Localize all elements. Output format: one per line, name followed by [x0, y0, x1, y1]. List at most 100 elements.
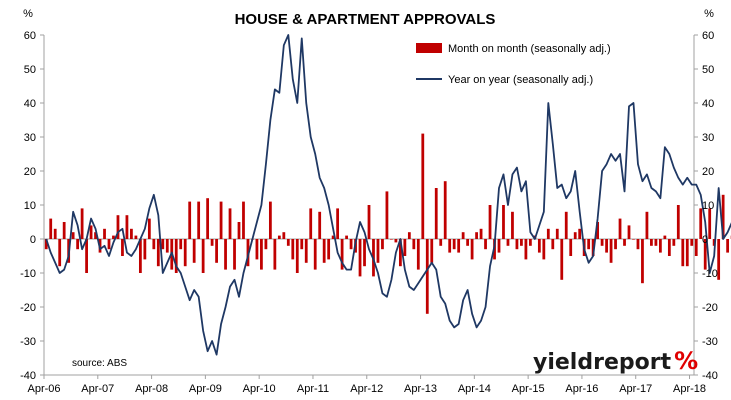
bar-mom — [192, 239, 196, 263]
bar-mom — [569, 239, 573, 256]
bar-mom — [125, 215, 129, 239]
bar-mom — [282, 232, 286, 239]
bar-mom — [300, 239, 304, 250]
bar-mom — [147, 218, 151, 239]
bar-mom — [488, 205, 492, 239]
y-tick-label-right: 40 — [702, 98, 714, 110]
bar-mom — [699, 208, 703, 239]
bar-mom — [89, 225, 93, 239]
x-tick-label: Apr-11 — [297, 383, 329, 395]
bar-mom — [632, 239, 635, 240]
legend-bar-swatch — [416, 43, 442, 53]
line-yoy — [45, 34, 731, 356]
bar-mom — [676, 205, 680, 239]
bar-mom — [452, 239, 456, 250]
y-tick-label-right: -10 — [702, 268, 718, 280]
bar-mom — [672, 239, 676, 246]
bar-mom — [156, 239, 160, 267]
bar-mom — [94, 232, 97, 239]
bar-mom — [390, 239, 393, 240]
bar-mom — [233, 239, 236, 270]
bar-mom — [573, 232, 577, 239]
bar-mom — [219, 201, 223, 239]
bar-mom — [161, 239, 165, 250]
bar-mom — [685, 239, 689, 267]
y-tick-label-right: 0 — [702, 234, 708, 246]
bar-mom — [277, 235, 281, 239]
logo-percent-symbol: % — [674, 347, 698, 375]
x-tick-label: Apr-13 — [404, 383, 437, 395]
y-unit-left: % — [23, 8, 33, 20]
x-tick-label: Apr-14 — [458, 383, 491, 395]
bar-mom — [614, 239, 617, 250]
bar-mom — [367, 205, 371, 239]
y-tick-label-right: 60 — [702, 30, 714, 42]
logo-name: yieldreport — [533, 350, 672, 375]
bar-mom — [121, 239, 124, 256]
y-tick-label-right: -40 — [702, 370, 718, 382]
bar-mom — [658, 239, 662, 253]
bar-mom — [600, 239, 604, 246]
bar-mom — [515, 239, 519, 250]
bar-mom — [237, 222, 241, 239]
bar-mom — [385, 191, 389, 239]
x-tick-label: Apr-08 — [135, 383, 168, 395]
bar-mom — [497, 239, 501, 253]
bar-mom — [174, 239, 178, 273]
bar-mom — [107, 239, 111, 250]
bar-mom — [381, 239, 384, 250]
bar-mom — [605, 239, 608, 253]
bar-mom — [152, 239, 156, 250]
bar-mom — [694, 239, 698, 256]
x-tick-label: Apr-06 — [27, 383, 60, 395]
bar-mom — [641, 239, 644, 284]
bar-mom — [255, 239, 259, 260]
bar-mom — [103, 228, 106, 239]
tick-labels: -40 -40 -30 -30 -20 -20 -10 -10 0 0 10 10 20 20 30 30 40… — [20, 30, 718, 395]
bar-mom — [309, 208, 313, 239]
x-tick-label: Apr-12 — [350, 383, 383, 395]
bar-mom — [407, 232, 411, 239]
bar-mom — [228, 208, 232, 239]
bar-mom — [340, 239, 344, 270]
bar-mom — [528, 239, 532, 246]
bar-mom — [421, 133, 425, 239]
line-series — [45, 34, 731, 356]
bar-mom — [215, 239, 218, 263]
bar-mom — [708, 208, 712, 239]
bar-mom — [703, 239, 707, 270]
legend: Month on month (seasonally adj.) Year on… — [416, 43, 611, 86]
y-tick-label-right: 50 — [702, 64, 714, 76]
bar-mom — [717, 239, 721, 280]
y-tick-label-right: 20 — [702, 166, 714, 178]
bar-mom — [318, 211, 322, 239]
bar-mom — [425, 239, 429, 314]
x-tick-label: Apr-17 — [619, 383, 652, 395]
bar-mom — [443, 181, 447, 239]
bar-mom — [650, 239, 653, 246]
logo-text: yieldreport% — [533, 347, 698, 375]
bar-mom — [143, 239, 147, 260]
bar-mom — [134, 235, 138, 239]
bar-mom — [49, 218, 53, 239]
bar-mom — [224, 239, 227, 270]
bar-mom — [609, 239, 613, 263]
bar-mom — [398, 239, 402, 267]
bar-mom — [439, 239, 443, 246]
bar-mom — [260, 239, 263, 270]
bar-mom — [667, 239, 671, 256]
bar-mom — [363, 239, 366, 267]
bar-mom — [206, 198, 210, 239]
y-tick-label-left: -40 — [20, 370, 36, 382]
bar-mom — [511, 211, 514, 239]
y-tick-label-right: -20 — [702, 302, 718, 314]
bar-mom — [430, 239, 434, 263]
y-unit-right: % — [704, 8, 714, 20]
x-tick-label: Apr-09 — [189, 383, 222, 395]
y-tick-label-left: -20 — [20, 302, 36, 314]
bar-mom — [286, 239, 290, 246]
chart-title: HOUSE & APARTMENT APPROVALS — [235, 11, 496, 28]
bar-mom — [475, 232, 478, 239]
bar-mom — [62, 222, 66, 239]
